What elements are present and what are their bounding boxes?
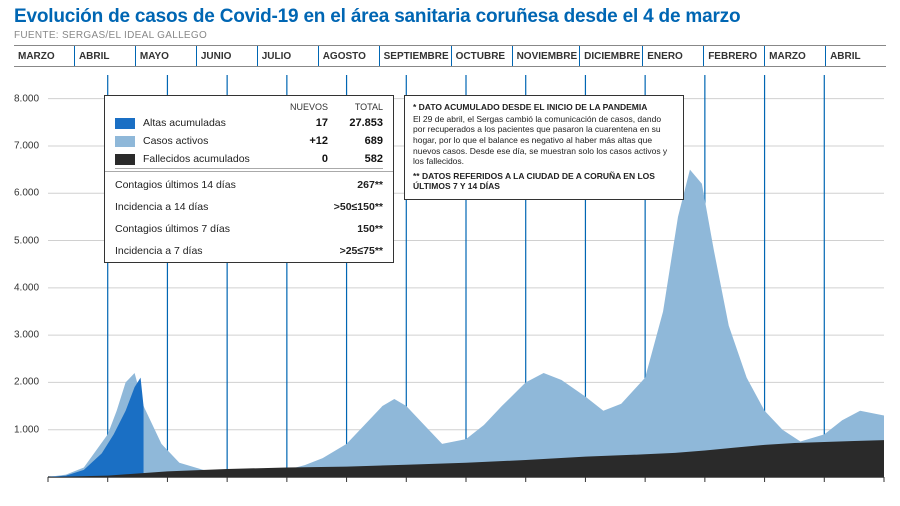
month-label: MAYO bbox=[136, 46, 197, 66]
note-body-1: El 29 de abril, el Sergas cambió la comu… bbox=[413, 114, 675, 167]
note-heading-1: * DATO ACUMULADO DESDE EL INICIO DE LA P… bbox=[413, 102, 675, 113]
legend-swatch bbox=[115, 136, 135, 147]
legend-row: Altas acumuladas 17 27.853 bbox=[105, 114, 393, 132]
legend-sub-value: 267** bbox=[357, 179, 383, 191]
legend-subrow: Contagios últimos 14 días 267** bbox=[105, 174, 393, 196]
y-tick-label: 7.000 bbox=[14, 140, 39, 151]
month-label: DICIEMBRE bbox=[580, 46, 643, 66]
legend-subrow: Incidencia a 7 días >25≤75** bbox=[105, 240, 393, 262]
y-tick-label: 4.000 bbox=[14, 282, 39, 293]
month-label: JUNIO bbox=[197, 46, 258, 66]
month-label: ABRIL bbox=[826, 46, 886, 66]
legend-sub-value: >25≤75** bbox=[340, 245, 383, 257]
y-tick-label: 2.000 bbox=[14, 377, 39, 388]
month-axis: MARZOABRILMAYOJUNIOJULIOAGOSTOSEPTIEMBRE… bbox=[14, 45, 886, 67]
note-box: * DATO ACUMULADO DESDE EL INICIO DE LA P… bbox=[404, 95, 684, 200]
month-label: MARZO bbox=[765, 46, 826, 66]
legend-col-total: TOTAL bbox=[328, 102, 383, 112]
legend-series-name: Fallecidos acumulados bbox=[143, 153, 273, 165]
month-label: AGOSTO bbox=[319, 46, 380, 66]
legend-col-nuevos: NUEVOS bbox=[273, 102, 328, 112]
chart-source: FUENTE: SERGAS/EL IDEAL GALLEGO bbox=[0, 28, 900, 45]
legend-sub-value: 150** bbox=[357, 223, 383, 235]
legend-sub-label: Contagios últimos 14 días bbox=[115, 179, 357, 191]
legend-header: NUEVOS TOTAL bbox=[105, 96, 393, 114]
legend-total: 689 bbox=[328, 135, 383, 147]
legend-nuevos: 0 bbox=[273, 153, 328, 165]
month-label: OCTUBRE bbox=[452, 46, 513, 66]
legend-box: NUEVOS TOTAL Altas acumuladas 17 27.853 … bbox=[104, 95, 394, 263]
month-label: FEBRERO bbox=[704, 46, 765, 66]
legend-subrow: Incidencia a 14 días >50≤150** bbox=[105, 196, 393, 218]
month-label: JULIO bbox=[258, 46, 319, 66]
legend-sub-value: >50≤150** bbox=[334, 201, 383, 213]
y-tick-label: 8.000 bbox=[14, 93, 39, 104]
legend-swatch bbox=[115, 118, 135, 129]
chart-area: 1.000 2.000 3.000 4.000 5.000 6.000 7.000 8.000… bbox=[14, 73, 886, 483]
chart-title: Evolución de casos de Covid-19 en el áre… bbox=[0, 0, 900, 28]
y-tick-label: 5.000 bbox=[14, 235, 39, 246]
legend-sub-label: Incidencia a 7 días bbox=[115, 245, 340, 257]
legend-sub-label: Incidencia a 14 días bbox=[115, 201, 334, 213]
legend-series-name: Altas acumuladas bbox=[143, 117, 273, 129]
legend-series-name: Casos activos bbox=[143, 135, 273, 147]
month-label: MARZO bbox=[14, 46, 75, 66]
legend-subrow: Contagios últimos 7 días 150** bbox=[105, 218, 393, 240]
legend-swatch bbox=[115, 154, 135, 165]
legend-sub-label: Contagios últimos 7 días bbox=[115, 223, 357, 235]
legend-row: Casos activos +12 689 bbox=[105, 132, 393, 150]
legend-row: Fallecidos acumulados 0 582 bbox=[115, 150, 383, 169]
y-tick-label: 1.000 bbox=[14, 424, 39, 435]
y-tick-label: 6.000 bbox=[14, 188, 39, 199]
legend-nuevos: 17 bbox=[273, 117, 328, 129]
month-label: NOVIEMBRE bbox=[513, 46, 581, 66]
legend-total: 582 bbox=[328, 153, 383, 165]
note-heading-2: ** DATOS REFERIDOS A LA CIUDAD DE A CORU… bbox=[413, 171, 675, 192]
month-label: SEPTIEMBRE bbox=[380, 46, 452, 66]
month-label: ABRIL bbox=[75, 46, 136, 66]
legend-nuevos: +12 bbox=[273, 135, 328, 147]
y-tick-label: 3.000 bbox=[14, 330, 39, 341]
legend-total: 27.853 bbox=[328, 117, 383, 129]
month-label: ENERO bbox=[643, 46, 704, 66]
